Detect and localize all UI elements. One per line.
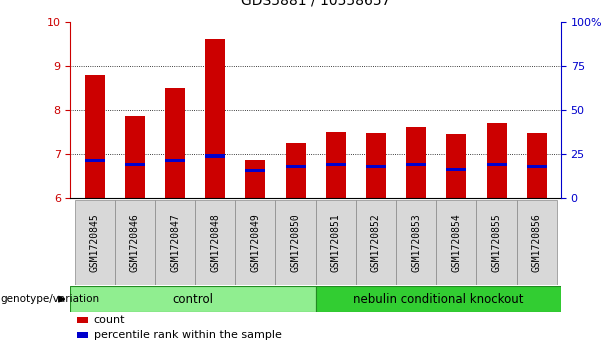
Text: GSM1720855: GSM1720855 <box>492 213 501 272</box>
Text: nebulin conditional knockout: nebulin conditional knockout <box>353 293 524 306</box>
Bar <box>316 200 356 285</box>
Bar <box>205 155 225 158</box>
Text: count: count <box>94 315 125 325</box>
Bar <box>366 133 386 198</box>
Bar <box>245 160 265 198</box>
Bar <box>75 200 115 285</box>
Bar <box>396 200 436 285</box>
Bar <box>286 143 306 198</box>
Bar <box>406 163 426 166</box>
Bar <box>155 200 195 285</box>
Text: GSM1720856: GSM1720856 <box>531 213 542 272</box>
Bar <box>85 74 105 198</box>
Bar <box>235 200 275 285</box>
Bar <box>527 133 547 198</box>
Bar <box>326 163 346 166</box>
Bar <box>476 200 517 285</box>
Text: GSM1720848: GSM1720848 <box>210 213 220 272</box>
Bar <box>125 163 145 166</box>
Text: GSM1720847: GSM1720847 <box>170 213 180 272</box>
Bar <box>326 132 346 198</box>
Bar <box>165 159 185 162</box>
Bar <box>286 164 306 168</box>
Bar <box>446 168 466 171</box>
Bar <box>115 200 155 285</box>
Bar <box>245 169 265 172</box>
Text: control: control <box>173 293 213 306</box>
Text: GSM1720853: GSM1720853 <box>411 213 421 272</box>
Bar <box>446 134 466 198</box>
Bar <box>487 163 506 166</box>
Text: GDS5881 / 10558657: GDS5881 / 10558657 <box>241 0 390 7</box>
Bar <box>406 127 426 198</box>
Bar <box>125 117 145 198</box>
Bar <box>527 164 547 168</box>
Bar <box>487 123 506 198</box>
Bar <box>517 200 557 285</box>
Text: GSM1720849: GSM1720849 <box>250 213 261 272</box>
Text: GSM1720850: GSM1720850 <box>291 213 300 272</box>
Bar <box>70 286 316 312</box>
Text: GSM1720854: GSM1720854 <box>451 213 462 272</box>
Text: GSM1720852: GSM1720852 <box>371 213 381 272</box>
Bar <box>195 200 235 285</box>
Bar <box>366 164 386 168</box>
Bar <box>356 200 396 285</box>
Bar <box>205 40 225 198</box>
Bar <box>275 200 316 285</box>
Text: GSM1720846: GSM1720846 <box>130 213 140 272</box>
Bar <box>85 159 105 162</box>
Bar <box>165 88 185 198</box>
Text: percentile rank within the sample: percentile rank within the sample <box>94 330 281 340</box>
Text: GSM1720845: GSM1720845 <box>89 213 100 272</box>
Bar <box>316 286 561 312</box>
Text: GSM1720851: GSM1720851 <box>331 213 341 272</box>
Bar <box>436 200 476 285</box>
Text: genotype/variation: genotype/variation <box>1 294 100 304</box>
